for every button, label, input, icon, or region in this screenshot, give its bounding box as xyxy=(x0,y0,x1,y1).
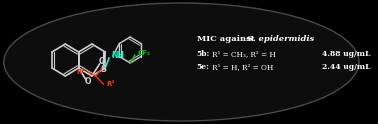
Text: MIC against: MIC against xyxy=(197,35,257,43)
Text: O: O xyxy=(85,78,91,87)
Text: R¹ = H, R² = OH: R¹ = H, R² = OH xyxy=(212,63,274,71)
Text: S: S xyxy=(100,65,106,74)
Text: O: O xyxy=(98,58,105,66)
Text: R²: R² xyxy=(106,81,115,87)
Text: CF₃: CF₃ xyxy=(138,50,151,56)
Text: 4.88 ug/mL: 4.88 ug/mL xyxy=(322,50,370,58)
Text: 5e:: 5e: xyxy=(197,63,210,71)
Text: R¹ = CH₃, R² = H: R¹ = CH₃, R² = H xyxy=(212,50,276,58)
Text: R¹: R¹ xyxy=(76,69,85,75)
Text: S. epidermidis: S. epidermidis xyxy=(247,35,314,43)
Ellipse shape xyxy=(4,3,359,121)
Text: 2.44 ug/mL: 2.44 ug/mL xyxy=(322,63,370,71)
Text: NH: NH xyxy=(111,51,124,61)
Text: 5b:: 5b: xyxy=(197,50,210,58)
